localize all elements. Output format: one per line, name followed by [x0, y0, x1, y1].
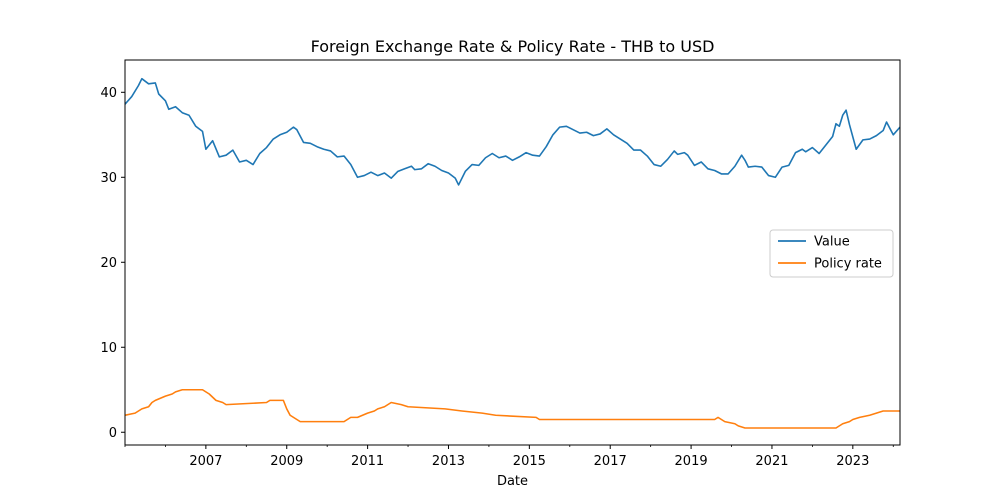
x-tick-label: 2011 [351, 454, 384, 469]
x-tick-label: 2015 [513, 454, 546, 469]
x-axis-label: Date [497, 474, 528, 489]
x-tick-label: 2023 [836, 454, 869, 469]
series-line-0 [124, 77, 901, 186]
x-tick-label: 2009 [270, 454, 303, 469]
series-line-1 [124, 388, 900, 429]
x-tick-label: 2007 [189, 454, 222, 469]
x-tick-label: 2021 [755, 454, 788, 469]
x-tick-label: 2019 [675, 454, 708, 469]
legend-label-0: Value [814, 235, 850, 250]
legend: Value Policy rate [769, 229, 894, 278]
plot-frame [124, 59, 901, 446]
legend-label-1: Policy rate [814, 257, 882, 272]
y-tick-label: 0 [109, 426, 117, 441]
y-tick-label: 20 [100, 256, 117, 271]
y-tick-label: 30 [100, 171, 117, 186]
y-tick-label: 10 [100, 341, 117, 356]
plot-area [124, 59, 901, 446]
y-tick-label: 40 [100, 86, 117, 101]
y-axis: 0 10 20 30 40 [100, 86, 125, 441]
x-tick-label: 2013 [432, 454, 465, 469]
x-tick-label: 2017 [594, 454, 627, 469]
x-axis: 2007 2009 2011 2013 2015 2017 2019 2021 2023 [124, 445, 894, 469]
chart-title: Foreign Exchange Rate & Policy Rate - TH… [311, 37, 715, 56]
